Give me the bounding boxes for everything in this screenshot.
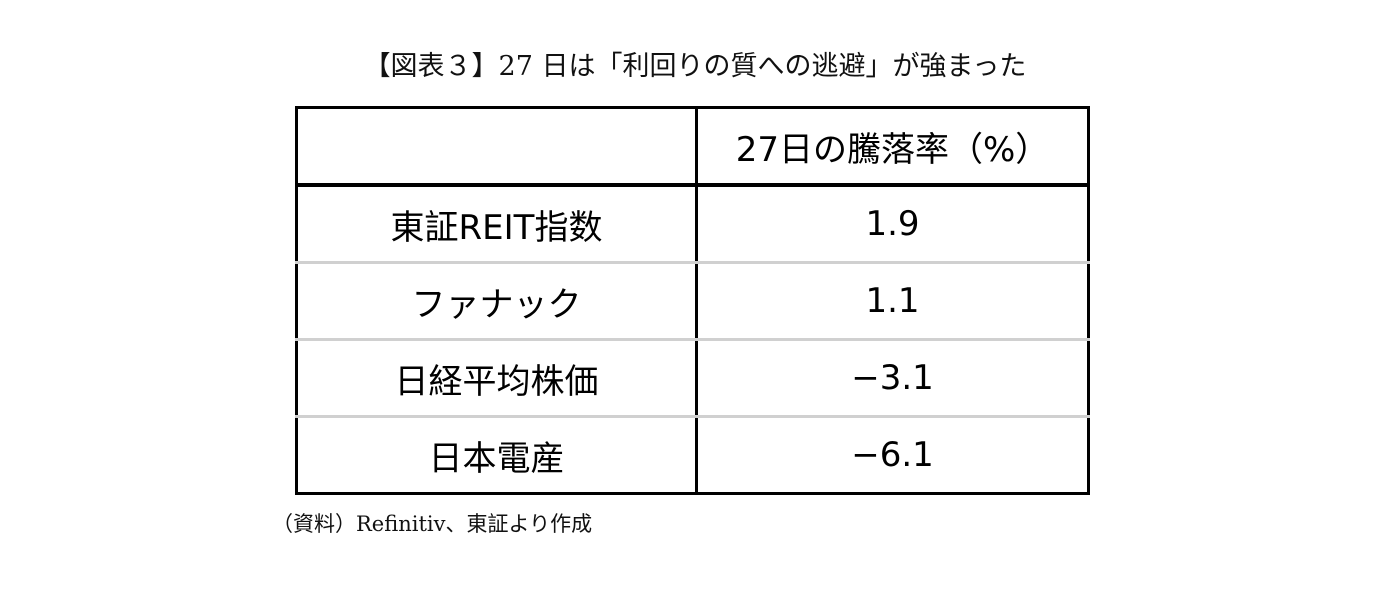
row-name: ファナック — [296, 262, 698, 341]
row-value: 1.9 — [696, 185, 1089, 264]
row-value: 1.1 — [696, 262, 1089, 341]
figure-title: 【図表３】27 日は「利回りの質への逃避」が強まった — [363, 51, 1027, 82]
table-row: 日経平均株価 −3.1 — [296, 339, 1089, 418]
row-value: −3.1 — [696, 339, 1089, 418]
header-cell-change: 27日の騰落率（%） — [696, 107, 1089, 187]
table-row: 日本電産 −6.1 — [296, 416, 1089, 494]
row-name: 日本電産 — [296, 416, 698, 494]
data-table: 27日の騰落率（%） 東証REIT指数 1.9 ファナック 1.1 日経平均株価… — [295, 106, 1090, 495]
table-row: ファナック 1.1 — [296, 262, 1089, 341]
table-row: 東証REIT指数 1.9 — [296, 185, 1089, 264]
row-value: −6.1 — [851, 435, 934, 475]
row-name: 東証REIT指数 — [296, 185, 698, 264]
header-cell-name — [296, 107, 698, 187]
row-name: 日経平均株価 — [296, 339, 698, 418]
table-header-row: 27日の騰落率（%） — [296, 107, 1089, 187]
source-note: （資料）Refinitiv、東証より作成 — [272, 512, 593, 536]
